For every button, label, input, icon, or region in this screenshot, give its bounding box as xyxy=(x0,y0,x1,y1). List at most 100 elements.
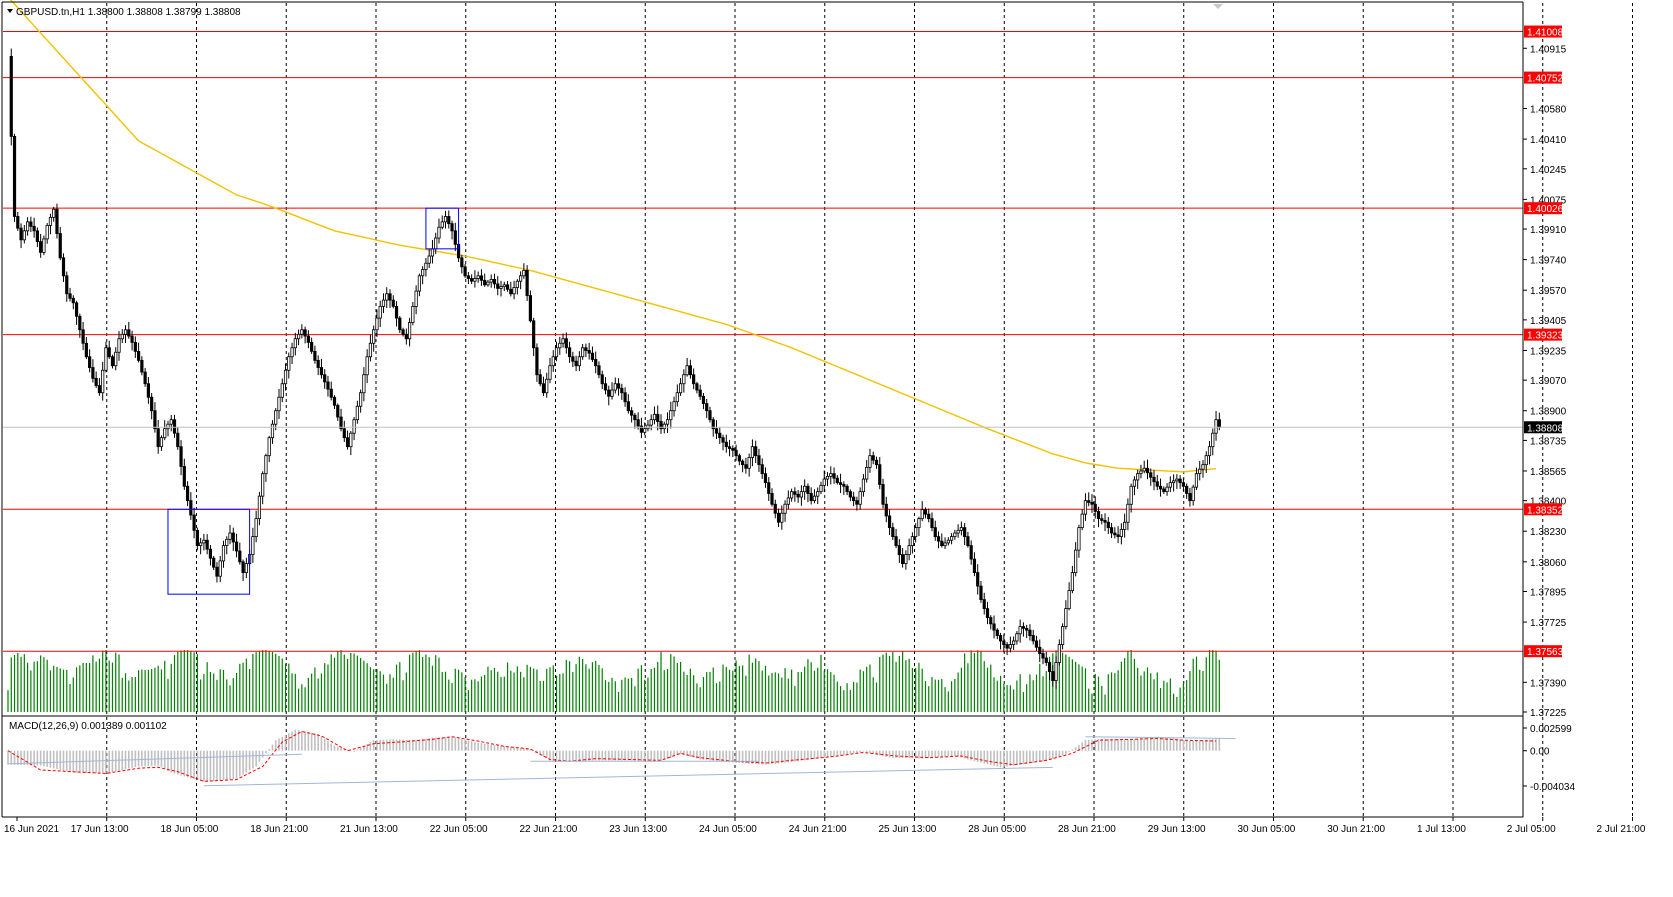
candle-body xyxy=(1178,478,1182,484)
candle-body xyxy=(176,432,180,448)
candle-body xyxy=(78,315,82,331)
candle-body xyxy=(1083,500,1088,515)
time-label: 28 Jun 21:00 xyxy=(1058,824,1116,835)
candle-body xyxy=(48,216,53,226)
candle-body xyxy=(734,449,738,457)
time-label: 22 Jun 21:00 xyxy=(520,824,578,835)
candle-body xyxy=(394,305,399,319)
candle-body xyxy=(212,557,216,568)
candle-body xyxy=(1152,476,1156,483)
chart-menu-triangle-icon[interactable] xyxy=(7,9,13,13)
candle-body xyxy=(685,365,689,376)
candle-body xyxy=(665,419,670,425)
candle-body xyxy=(496,283,500,289)
candle-body xyxy=(643,428,647,433)
time-label: 18 Jun 21:00 xyxy=(250,824,308,835)
candle-body xyxy=(274,410,278,425)
candle-body xyxy=(927,513,931,520)
candle-body xyxy=(264,455,268,475)
candle-body xyxy=(1041,653,1045,659)
candle-body xyxy=(855,500,859,505)
candle-body xyxy=(861,478,866,493)
macd-trendline[interactable] xyxy=(203,766,1053,787)
highlight-box[interactable] xyxy=(167,508,251,595)
candle-body xyxy=(65,275,69,295)
candle-body xyxy=(450,223,454,232)
symbol-header: GBPUSD.tn,H1 1.38800 1.38808 1.38799 1.3… xyxy=(16,7,241,18)
candle-body xyxy=(182,466,186,487)
candle-body xyxy=(143,371,147,385)
moving-average-line xyxy=(9,0,1217,473)
candle-body xyxy=(718,432,722,439)
candle-body xyxy=(9,55,13,137)
candle-body xyxy=(29,221,33,227)
candle-body xyxy=(123,329,128,335)
time-label: 2 Jul 05:00 xyxy=(1507,824,1556,835)
price-label: 1.39570 xyxy=(1530,286,1567,297)
candle-body xyxy=(375,317,379,331)
time-label: 30 Jun 21:00 xyxy=(1327,824,1385,835)
price-axis: 1.40915 1.40580 1.40410 1.40245 1.40075 1.399… xyxy=(1523,44,1567,719)
candle-body xyxy=(460,257,464,268)
candle-body xyxy=(417,275,421,292)
macd-trendline[interactable] xyxy=(7,753,302,765)
highlight-box[interactable] xyxy=(425,207,460,250)
candle-body xyxy=(479,275,484,281)
macd-trendlines[interactable] xyxy=(7,736,1236,787)
candle-body xyxy=(714,428,719,434)
candle-body xyxy=(1162,488,1166,493)
candle-body xyxy=(656,413,660,422)
candle-body xyxy=(874,459,879,466)
candle-body xyxy=(845,485,849,493)
candle-body xyxy=(1021,626,1026,629)
candle-body xyxy=(1034,640,1039,648)
candle-body xyxy=(1060,626,1065,645)
level-tag xyxy=(1524,25,1562,38)
candle-body xyxy=(202,539,206,544)
candle-body xyxy=(930,518,934,529)
candle-body xyxy=(577,356,581,367)
candle-body xyxy=(270,423,275,439)
candle-body xyxy=(574,360,578,367)
candle-body xyxy=(150,396,154,412)
candle-body xyxy=(234,541,239,552)
candle-body xyxy=(1172,480,1176,484)
candle-body xyxy=(421,269,425,277)
candle-body xyxy=(127,329,131,337)
candle-body xyxy=(1054,662,1058,681)
candle-body xyxy=(52,208,56,218)
candle-body xyxy=(1145,467,1150,474)
candle-body xyxy=(1204,455,1208,466)
level-tag-text: 1.40752 xyxy=(1527,74,1564,85)
candle-body xyxy=(231,532,235,543)
candle-body xyxy=(551,356,555,367)
candle-body xyxy=(430,248,435,257)
candle-body xyxy=(1100,518,1104,521)
chart-shift-icon[interactable] xyxy=(1213,4,1223,9)
candle-body xyxy=(306,335,310,343)
candle-body xyxy=(316,359,320,368)
level-tag xyxy=(1524,202,1562,215)
candle-body xyxy=(290,347,294,358)
candle-body xyxy=(776,512,781,523)
macd-trendline[interactable] xyxy=(1085,736,1236,739)
candle-body xyxy=(1129,485,1133,505)
candle-body xyxy=(541,383,546,394)
candle-body xyxy=(571,356,575,362)
candle-body xyxy=(1103,520,1107,523)
price-label: 1.38230 xyxy=(1530,527,1567,538)
candle-body xyxy=(146,383,150,398)
candle-body xyxy=(1158,485,1163,490)
price-label: 1.40245 xyxy=(1530,165,1567,176)
candle-body xyxy=(179,446,183,467)
candle-body xyxy=(372,329,376,344)
price-label: 1.37225 xyxy=(1530,708,1567,719)
candle-body xyxy=(998,635,1003,642)
candle-body xyxy=(630,410,634,416)
candle-body xyxy=(1119,529,1123,538)
candle-body xyxy=(727,446,732,449)
candle-body xyxy=(336,404,340,418)
rectangle-drawings[interactable] xyxy=(167,207,460,595)
candle-body xyxy=(110,356,115,367)
